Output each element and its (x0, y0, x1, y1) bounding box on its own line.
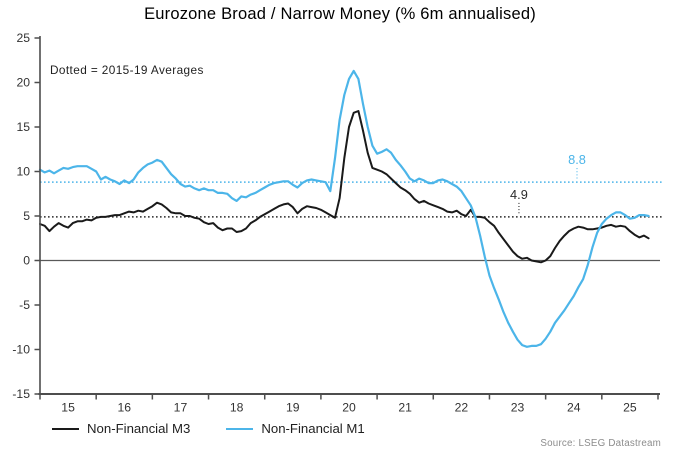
x-tick-label: 25 (623, 401, 637, 415)
y-tick-label: -10 (12, 343, 30, 357)
y-tick-label: 10 (16, 165, 30, 179)
x-tick-label: 18 (230, 401, 244, 415)
legend-item-m1: Non-Financial M1 (226, 421, 365, 436)
x-tick-label: 20 (342, 401, 356, 415)
x-tick-label: 24 (567, 401, 581, 415)
y-tick-label: 5 (23, 209, 30, 223)
legend-item-m3: Non-Financial M3 (52, 421, 190, 436)
source-credit: Source: LSEG Datastream (540, 438, 661, 449)
x-tick-label: 19 (286, 401, 300, 415)
averages-note: Dotted = 2015-19 Averages (50, 63, 204, 77)
x-tick-label: 17 (174, 401, 188, 415)
x-tick-label: 15 (61, 401, 75, 415)
y-tick-label: 0 (23, 254, 30, 268)
x-tick-label: 21 (398, 401, 412, 415)
y-tick-label: 15 (16, 120, 30, 134)
y-tick-label: 25 (16, 31, 30, 45)
y-tick-label: -5 (19, 298, 30, 312)
m3-line (39, 110, 650, 264)
x-tick-label: 23 (511, 401, 525, 415)
x-tick-label: 22 (455, 401, 469, 415)
legend: Non-Financial M3 Non-Financial M1 (52, 421, 365, 436)
chart-title: Eurozone Broad / Narrow Money (% 6m annu… (144, 5, 536, 23)
y-tick-label: -15 (12, 387, 30, 401)
x-tick-label: 16 (117, 401, 131, 415)
m1-line-swatch-icon (226, 427, 254, 430)
m3-average-label: 4.9 (510, 187, 528, 202)
legend-label-m3: Non-Financial M3 (87, 421, 191, 436)
legend-label-m1: Non-Financial M1 (261, 421, 365, 436)
m1-line (38, 69, 650, 348)
m1-average-label: 8.8 (568, 152, 586, 167)
m3-line-swatch-icon (52, 427, 79, 430)
y-tick-label: 20 (16, 76, 30, 90)
